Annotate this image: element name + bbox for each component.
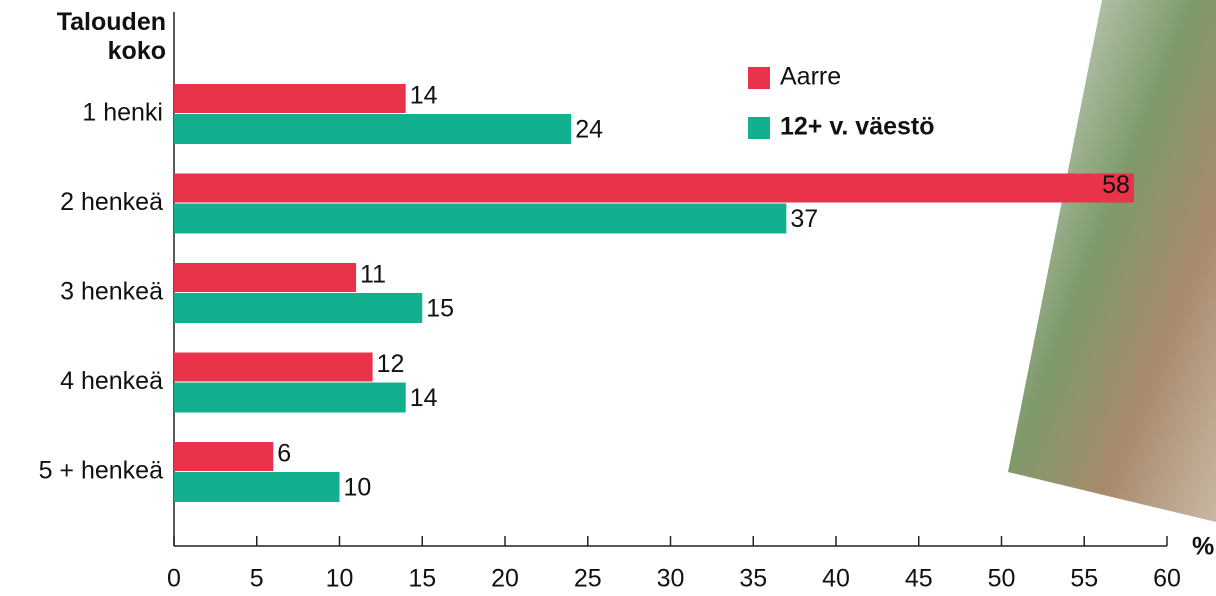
x-tick-label: 55 — [1070, 565, 1098, 593]
x-tick-label: 10 — [326, 565, 354, 593]
x-tick-label: 50 — [988, 565, 1016, 593]
y-tick-label: 1 henki — [82, 99, 163, 127]
value-label: 6 — [277, 440, 291, 468]
x-tick-label: 25 — [574, 565, 602, 593]
bar — [174, 383, 406, 413]
value-label: 11 — [360, 261, 386, 289]
y-tick-label: 4 henkeä — [60, 367, 163, 395]
y-axis-label: Talouden koko — [20, 8, 166, 66]
x-tick-label: 0 — [167, 565, 181, 593]
chart: % 0 5 10 15 20 25 30 35 40 45 50 55 60 1 henki 14 24 2 h… — [0, 0, 1216, 596]
bar — [174, 442, 273, 471]
y-tick-label: 5 + henkeä — [39, 457, 164, 485]
legend-label: 12+ v. väestö — [780, 113, 935, 141]
value-label: 24 — [575, 116, 603, 144]
value-label: 15 — [426, 295, 454, 323]
value-label: 14 — [410, 384, 438, 412]
bar — [174, 472, 340, 502]
bar — [174, 174, 1134, 203]
bar — [174, 293, 422, 323]
y-tick-label: 3 henkeä — [60, 278, 163, 306]
value-label: 12 — [377, 350, 405, 378]
bar — [174, 353, 373, 382]
value-label: 10 — [344, 474, 372, 502]
value-label: 37 — [790, 205, 818, 233]
page: % 0 5 10 15 20 25 30 35 40 45 50 55 60 1 henki 14 24 2 h… — [0, 0, 1216, 596]
legend-swatch — [748, 117, 770, 139]
x-tick-label: 15 — [408, 565, 436, 593]
x-tick-label: 60 — [1153, 565, 1181, 593]
legend-swatch — [748, 67, 770, 89]
bar — [174, 84, 406, 113]
bar — [174, 263, 356, 292]
value-label: 58 — [1102, 171, 1130, 199]
bar — [174, 114, 571, 144]
value-label: 14 — [410, 82, 438, 110]
legend-label: Aarre — [780, 63, 841, 91]
decorative-photo — [1008, 0, 1216, 522]
x-tick-label: 30 — [657, 565, 685, 593]
x-tick-label: 40 — [822, 565, 850, 593]
y-tick-label: 2 henkeä — [60, 188, 163, 216]
x-tick-label: 20 — [491, 565, 519, 593]
x-tick-label: 35 — [739, 565, 767, 593]
x-tick-label: 5 — [250, 565, 264, 593]
x-axis-label: % — [1192, 533, 1214, 561]
bar — [174, 204, 786, 234]
x-tick-label: 45 — [905, 565, 933, 593]
